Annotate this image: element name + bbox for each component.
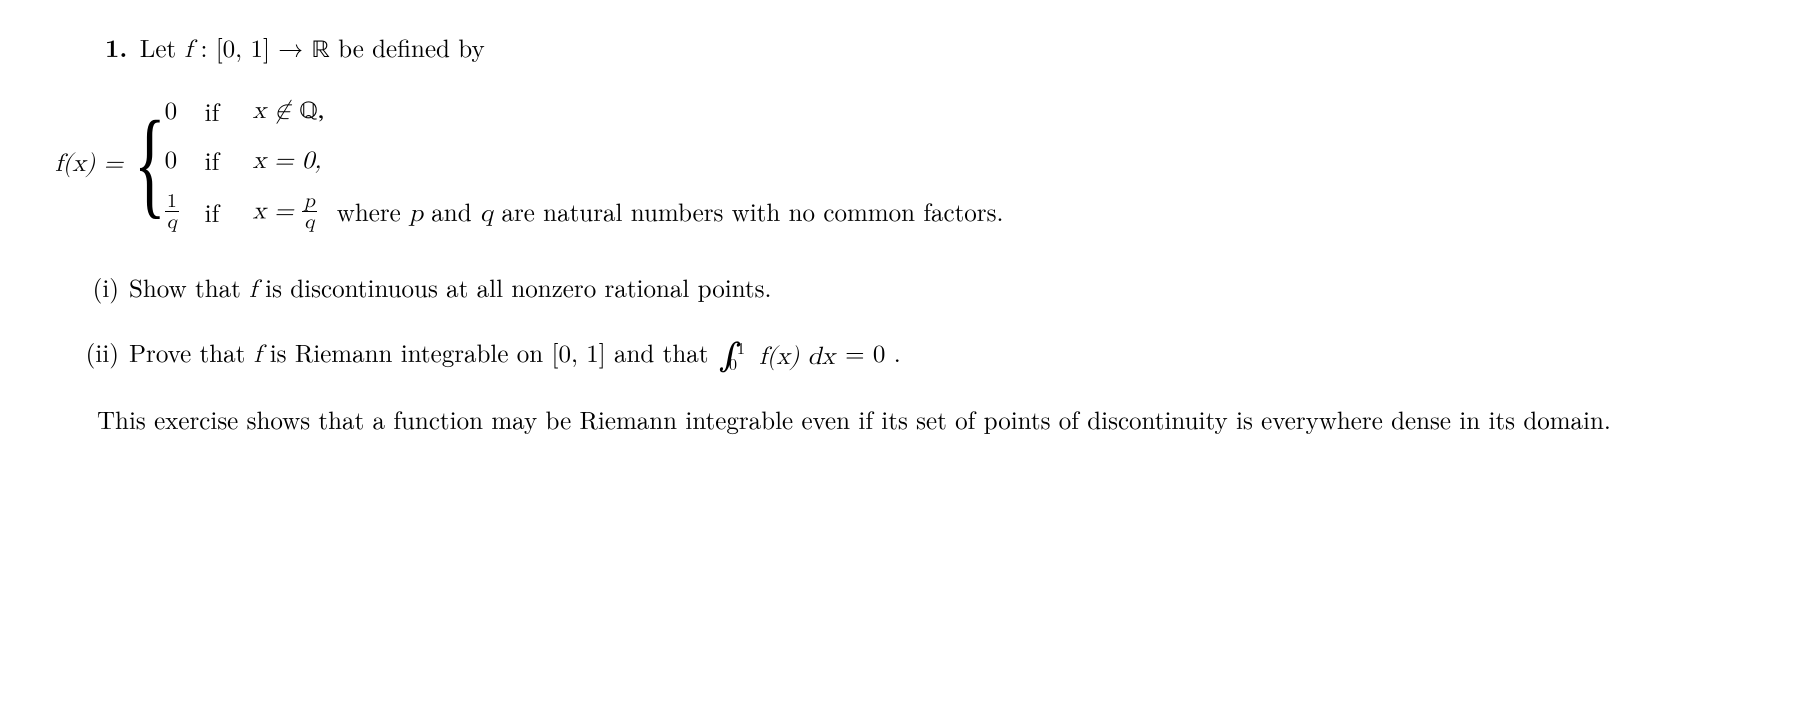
left-brace: { <box>134 112 166 214</box>
case-row-irrational: 0 if x ∉ ℚ, <box>165 93 1004 129</box>
case-condition: x = pq <box>253 192 317 234</box>
problem-intro: 1. Let f : [0, 1] → ℝ be defined by <box>55 30 1743 68</box>
integral: ∫10f(x) dx <box>719 339 835 374</box>
case-row-zero: 0 if x = 0, <box>165 143 1004 178</box>
case-if-label: if <box>205 143 253 178</box>
integral-upper-limit: 1 <box>737 337 745 360</box>
closing-remark: This exercise shows that a function may … <box>55 402 1743 437</box>
case-value: 0 <box>165 143 205 178</box>
integral-lower-limit: 0 <box>729 353 737 376</box>
function-definition: f(x) = { 0 if x ∉ ℚ, 0 if x = 0, 1 q <box>55 93 1743 234</box>
case-if-label: if <box>205 195 253 230</box>
case-description: where p and q are natural numbers with n… <box>337 194 1004 231</box>
intro-after: be defined by <box>330 30 485 65</box>
case-row-rational: 1 q if x = pq where p and q are natural … <box>165 192 1004 234</box>
part-text: Prove that f is Riemann integrable on [0… <box>129 335 1743 374</box>
remark-text: This exercise shows that a function may … <box>97 402 1611 437</box>
part-ii: (ii) Prove that f is Riemann integrable … <box>77 335 1743 374</box>
case-condition: x ∉ ℚ, <box>253 93 324 129</box>
fraction-p-over-q: pq <box>302 191 317 233</box>
domain-text: : [0, 1] → <box>192 30 311 65</box>
cases-list: 0 if x ∉ ℚ, 0 if x = 0, 1 q if <box>165 93 1004 234</box>
reals-symbol: ℝ <box>312 38 330 63</box>
problem-number: 1. <box>105 30 127 65</box>
case-value-frac: 1 q <box>165 192 205 234</box>
case-value: 0 <box>165 94 205 129</box>
equals-zero: = 0 . <box>837 335 901 370</box>
part-label: (ii) <box>77 335 129 374</box>
integrand: f(x) dx <box>759 339 835 374</box>
sub-parts: (i) Show that f is discontinuous at all … <box>55 270 1743 374</box>
part-label: (i) <box>77 270 129 307</box>
fraction-1-over-q: 1 q <box>165 191 179 233</box>
function-symbol: f <box>184 37 192 62</box>
case-condition: x = 0, <box>253 143 322 178</box>
case-if-label: if <box>205 94 253 129</box>
part-i: (i) Show that f is discontinuous at all … <box>77 270 1743 307</box>
part-text: Show that f is discontinuous at all nonz… <box>129 270 1743 307</box>
intro-let: Let <box>140 30 185 65</box>
cases-brace-wrapper: { 0 if x ∉ ℚ, 0 if x = 0, 1 q <box>131 93 1003 234</box>
definition-lhs: f(x) = <box>55 146 131 181</box>
